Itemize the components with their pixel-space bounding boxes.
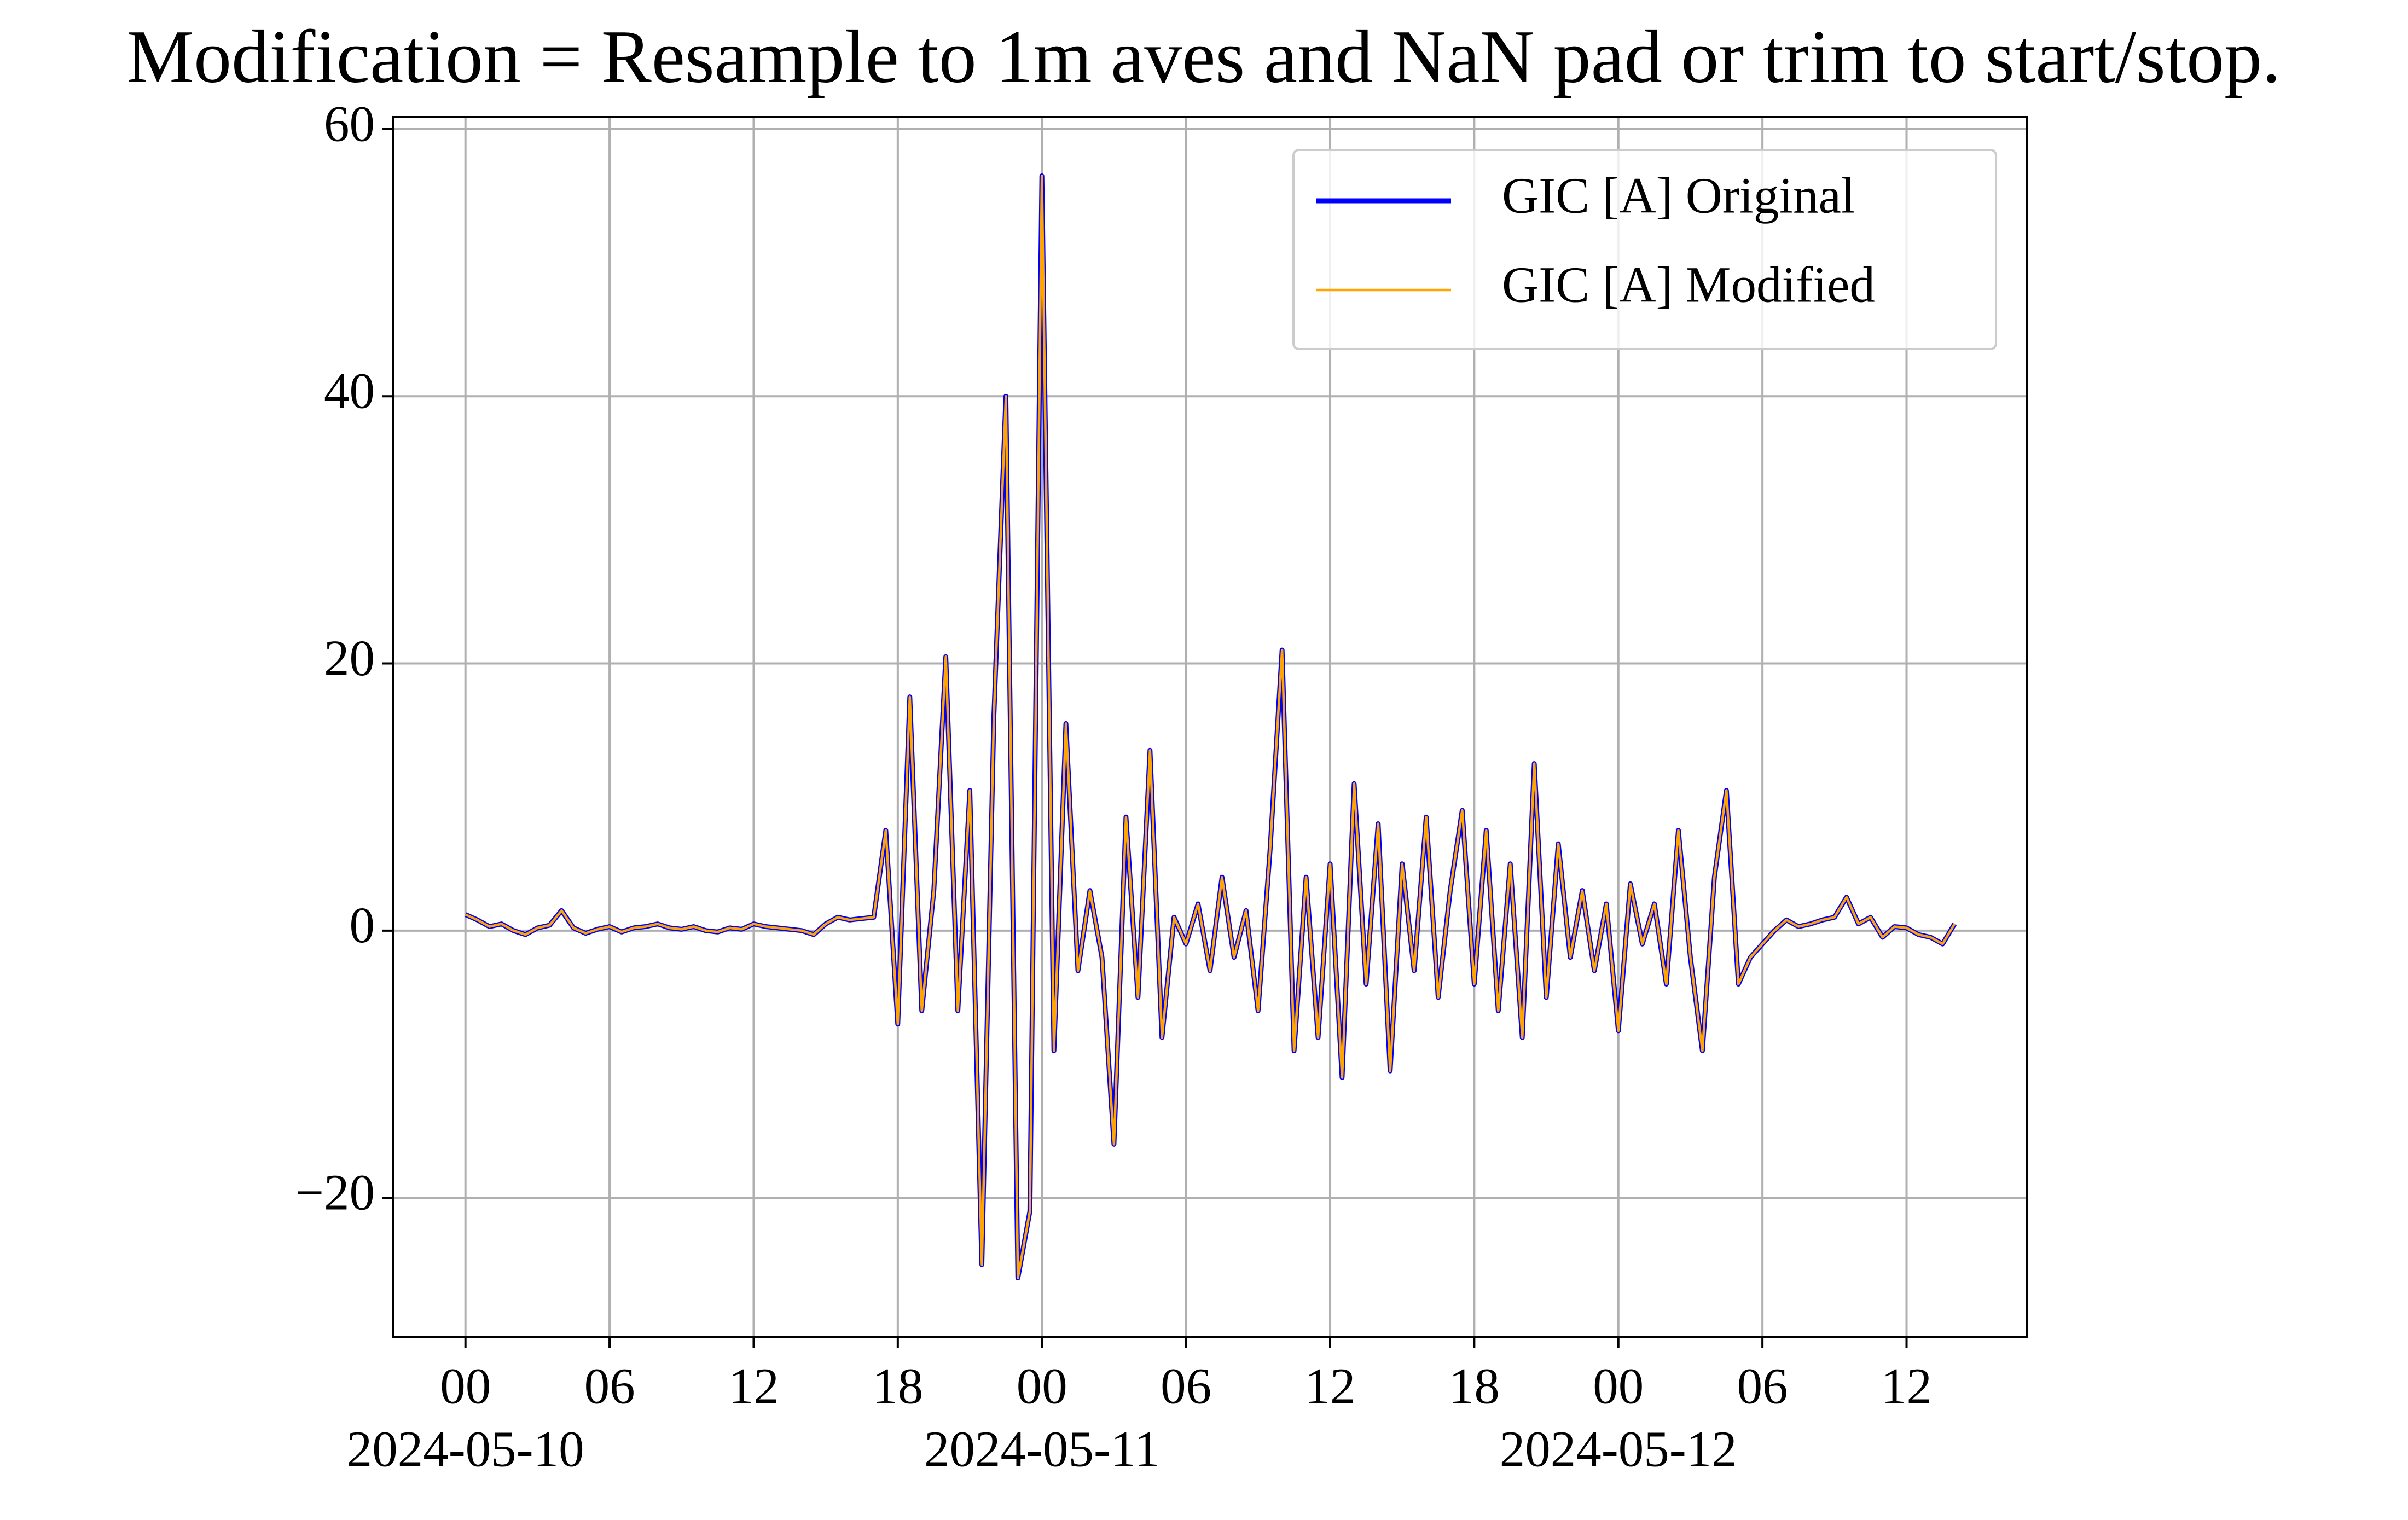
x-tick-label: 00 <box>1593 1358 1644 1414</box>
x-tick-label: 00 <box>440 1358 491 1414</box>
x-tick-label: 12 <box>1304 1358 1355 1414</box>
x-tick-label: 06 <box>1161 1358 1211 1414</box>
x-date-label: 2024-05-10 <box>347 1421 584 1477</box>
plot-frame <box>392 116 2028 1338</box>
x-date-label: 2024-05-12 <box>1500 1421 1737 1477</box>
x-date-label: 2024-05-11 <box>924 1421 1160 1477</box>
legend-label: GIC [A] Modified <box>1502 257 1875 313</box>
legend-box <box>1292 149 1997 350</box>
x-tick-label: 00 <box>1017 1358 1067 1414</box>
y-tick-label: 60 <box>324 96 375 152</box>
y-tick-label: 40 <box>324 363 375 420</box>
y-tick-label: 20 <box>324 630 375 687</box>
x-tick-label: 06 <box>584 1358 635 1414</box>
x-tick-label: 12 <box>728 1358 779 1414</box>
x-tick-label: 12 <box>1881 1358 1932 1414</box>
y-tick-label: −20 <box>295 1164 375 1221</box>
legend-label: GIC [A] Original <box>1502 167 1855 224</box>
series-line <box>465 175 1956 1279</box>
x-tick-label: 18 <box>872 1358 923 1414</box>
y-tick-label: 0 <box>350 897 375 954</box>
x-tick-label: 18 <box>1449 1358 1500 1414</box>
chart-title: Modification = Resample to 1m aves and N… <box>126 15 2281 98</box>
x-tick-label: 06 <box>1737 1358 1788 1414</box>
